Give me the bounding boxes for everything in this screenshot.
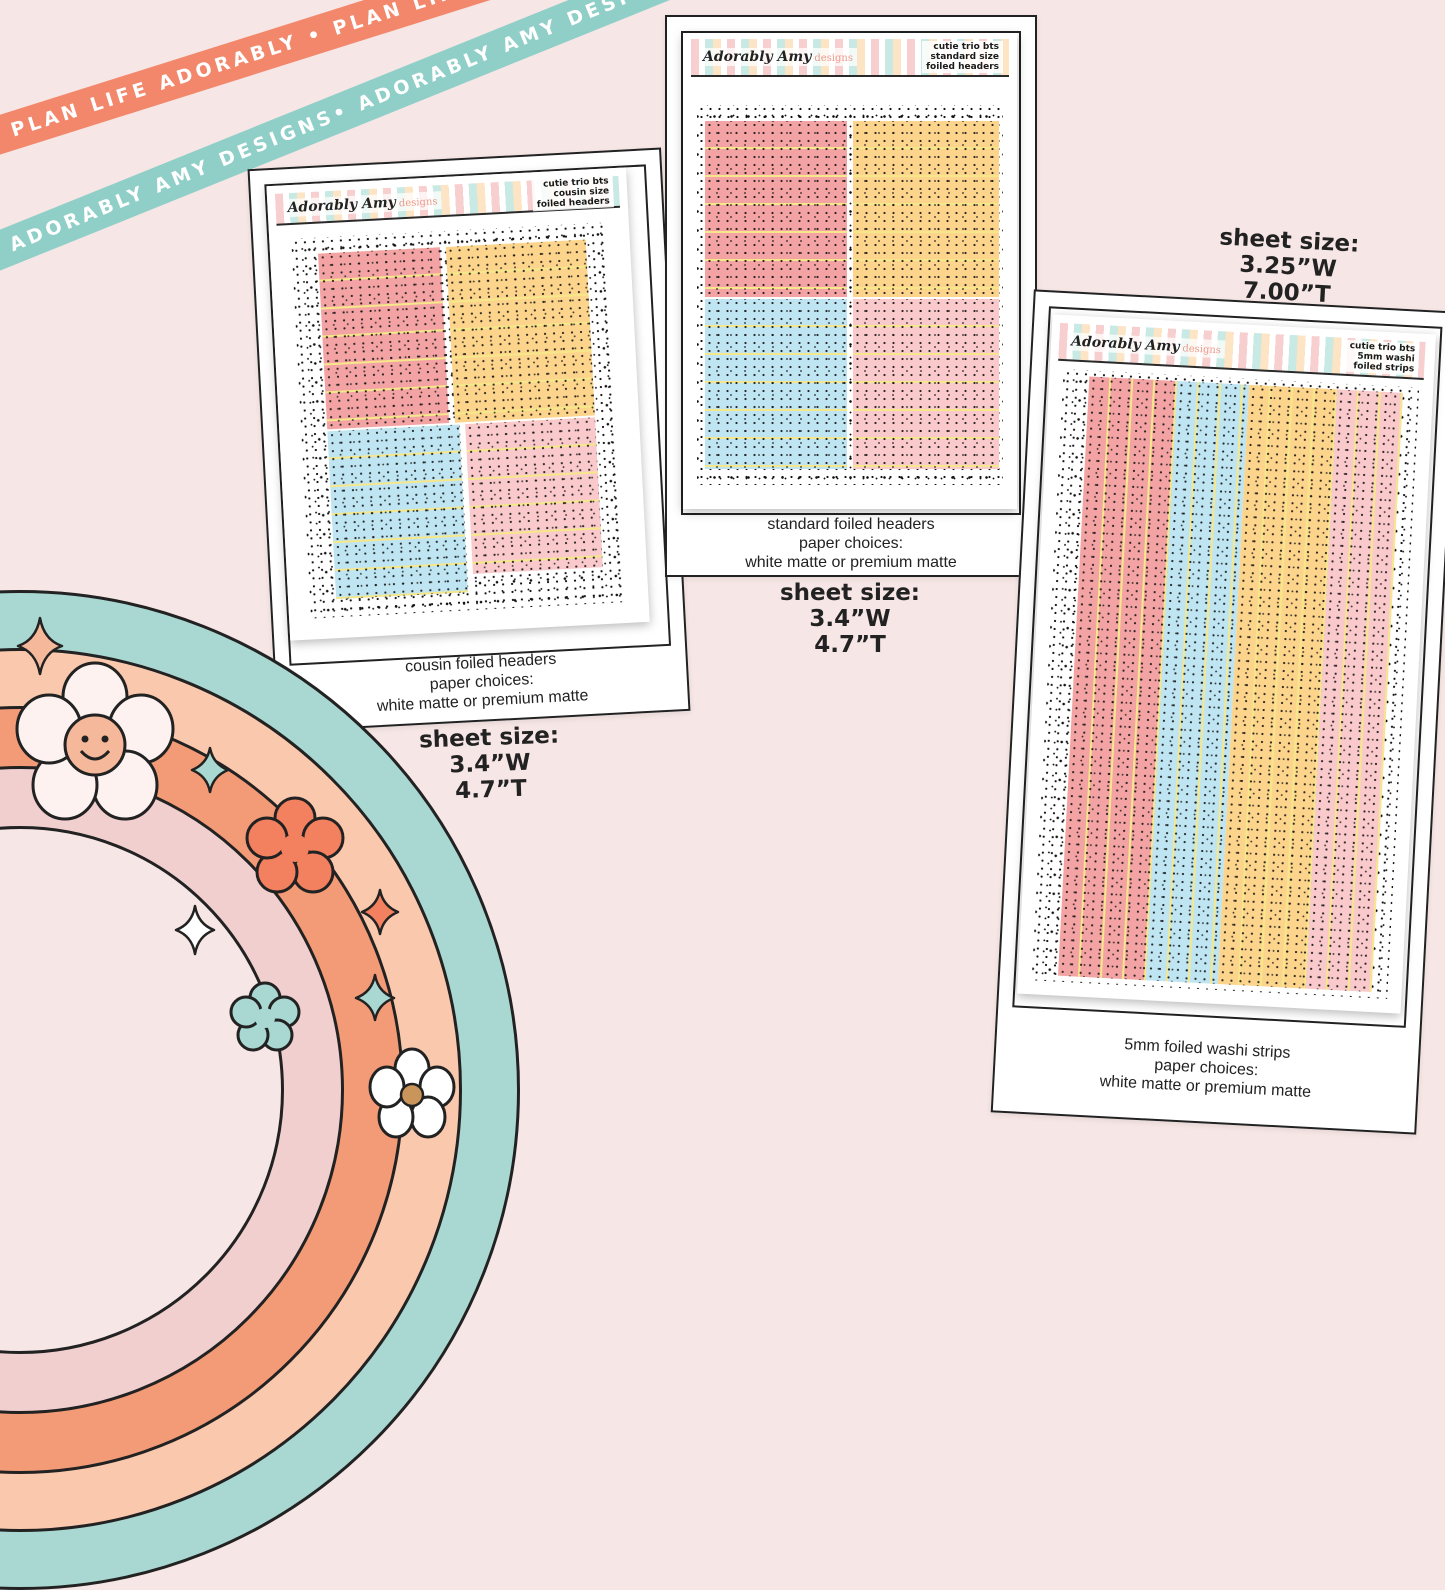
- product-card-standard: Adorably Amy designs cutie trio bts standa…: [665, 15, 1037, 577]
- headers-pink: [705, 121, 847, 297]
- sparkle-icon: [16, 616, 64, 676]
- flower-icon: [245, 796, 345, 894]
- sticker-sheet-standard: Adorably Amy designs cutie trio bts standa…: [683, 33, 1017, 509]
- sparkle-icon: [174, 904, 216, 956]
- sheet-label: cutie trio bts standard size foiled header…: [922, 41, 1003, 73]
- sparkle-icon: [190, 746, 230, 794]
- headers-light-pink: [853, 299, 999, 469]
- flower-icon: [368, 1047, 456, 1139]
- sheet-size-standard: sheet size: 3.4”W 4.7”T: [779, 580, 921, 658]
- smiley-flower-icon: [15, 661, 175, 821]
- headers-blue: [705, 299, 847, 469]
- sparkle-icon: [354, 973, 396, 1022]
- sparkle-icon: [360, 888, 400, 936]
- rainbow-ornaments: [15, 616, 456, 1139]
- flower-icon: [229, 981, 301, 1052]
- headers-yellow: [853, 121, 999, 297]
- product-caption: standard foiled headers paper choices: whi…: [745, 516, 957, 571]
- brand-logo: Adorably Amy designs: [699, 48, 857, 66]
